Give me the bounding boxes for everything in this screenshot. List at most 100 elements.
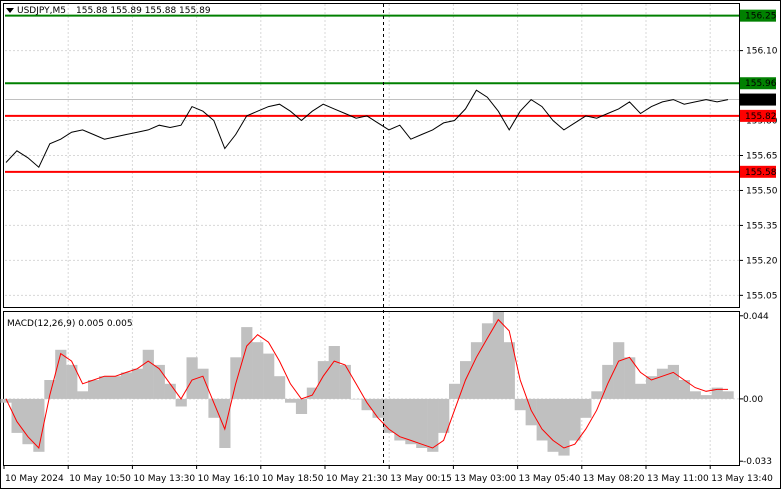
macd-histogram-bar (350, 398, 362, 400)
macd-histogram-bar (635, 383, 647, 399)
macd-histogram-bar (285, 398, 297, 403)
level-tag (740, 9, 776, 22)
macd-histogram-bar (361, 398, 373, 411)
macd-histogram-bar (711, 387, 723, 399)
macd-histogram-bar (492, 312, 504, 399)
macd-histogram-bar (230, 357, 242, 399)
macd-histogram-bar (591, 391, 603, 399)
level-tag (740, 109, 776, 122)
macd-histogram-bar (263, 353, 275, 399)
macd-histogram-bar (88, 380, 100, 399)
macd-histogram-bar (11, 398, 23, 433)
price-series-line (5, 89, 729, 169)
time-tick-label: 10 May 18:50 (262, 474, 324, 484)
price-grid (5, 4, 739, 307)
macd-y-axis: 0.044 0.00 -0.033 (739, 312, 772, 467)
time-axis: 10 May 2024 10 May 10:50 10 May 13:30 10 Ma… (3, 465, 773, 484)
macd-histogram-bar (339, 364, 351, 399)
time-tick-label: 10 May 13:30 (133, 474, 195, 484)
macd-histogram-bar (470, 342, 483, 399)
macd-histogram-bar (0, 398, 12, 403)
macd-histogram-bar (120, 372, 133, 399)
macd-histogram-bar (722, 391, 734, 399)
macd-histogram-bar (405, 398, 417, 445)
macd-histogram (0, 312, 734, 456)
macd-histogram-bar (306, 387, 318, 399)
price-tick-label: 155.65 (746, 152, 778, 162)
macd-histogram-bar (646, 376, 658, 399)
macd-histogram-bar (689, 391, 701, 399)
time-tick-label: 10 May 10:50 (69, 474, 131, 484)
macd-signal-line (5, 318, 728, 450)
macd-histogram-bar (558, 398, 570, 456)
macd-histogram-bar (164, 383, 176, 399)
macd-histogram-bar (503, 342, 515, 399)
macd-histogram-bar (394, 398, 406, 441)
macd-histogram-bar (109, 376, 122, 399)
macd-histogram-bar (186, 357, 198, 399)
macd-histogram-bar (624, 357, 636, 399)
macd-histogram-bar (678, 380, 690, 399)
macd-histogram-bar (208, 398, 220, 418)
time-tick-label: 13 May 13:40 (711, 474, 773, 484)
macd-histogram-bar (547, 398, 559, 452)
time-tick-label: 13 May 11:00 (647, 474, 709, 484)
macd-panel: 0.044 0.00 -0.033 MACD(12,26,9) 0.005 0.00… (0, 311, 772, 467)
macd-histogram-bar (274, 376, 286, 399)
macd-histogram-bar (33, 398, 45, 452)
price-tick-label: 156.10 (746, 47, 778, 57)
price-tick-label: 155.50 (746, 186, 778, 196)
macd-histogram-bar (77, 391, 89, 399)
price-tick-label: 155.35 (746, 221, 778, 231)
macd-histogram-bar (416, 398, 428, 448)
triangle-down-icon[interactable] (6, 8, 14, 13)
macd-histogram-bar (142, 349, 154, 399)
macd-histogram-bar (44, 380, 56, 399)
macd-label: MACD(12,26,9) 0.005 0.005 (7, 319, 133, 329)
macd-histogram-bar (514, 398, 526, 411)
level-tag-label: 156.25 (745, 12, 777, 22)
level-tags: 156.25 155.96 155.82 155.58 155.89 (740, 9, 777, 178)
macd-histogram-bar (219, 398, 231, 448)
macd-histogram-bar (525, 398, 537, 426)
macd-histogram-bar (55, 349, 67, 399)
macd-histogram-bar (175, 398, 187, 407)
macd-histogram-bar (99, 376, 111, 399)
macd-histogram-bar (613, 342, 625, 399)
macd-tick-label: 0.044 (743, 312, 769, 322)
level-tag (740, 165, 776, 178)
time-tick-label: 13 May 03:00 (454, 474, 516, 484)
macd-histogram-bar (656, 368, 669, 399)
time-tick-label: 13 May 00:15 (390, 474, 452, 484)
macd-histogram-bar (328, 346, 340, 399)
ohlc-label: 155.88 155.89 155.88 155.89 (76, 6, 211, 16)
macd-histogram-bar (580, 398, 592, 418)
level-tag-label: 155.58 (745, 168, 777, 178)
current-price-label: 155.89 (745, 96, 777, 106)
macd-tick-label: -0.033 (743, 457, 772, 467)
macd-histogram-bar (153, 364, 165, 399)
level-tag-label: 155.82 (745, 112, 777, 122)
macd-histogram-bar (317, 361, 329, 399)
macd-histogram-bar (569, 398, 581, 441)
price-levels (5, 14, 739, 173)
price-panel: 156.10155.80155.65155.50155.35155.20155.… (3, 3, 778, 308)
macd-histogram-bar (602, 364, 614, 399)
current-price-tag (740, 93, 776, 106)
macd-histogram-bar (667, 364, 679, 399)
macd-histogram-bar (449, 383, 461, 399)
symbol-label: USDJPY,M5 (17, 6, 66, 16)
macd-histogram-bar (481, 323, 494, 399)
level-tag-label: 155.96 (745, 79, 777, 89)
level-tag (740, 77, 776, 90)
time-tick-label: 13 May 08:20 (583, 474, 645, 484)
macd-histogram-bar (372, 398, 384, 418)
time-tick-label: 10 May 21:30 (326, 474, 388, 484)
macd-histogram-bar (438, 398, 450, 433)
price-tick-label: 155.20 (746, 256, 778, 266)
macd-histogram-bar (131, 368, 143, 399)
macd-histogram-bar (197, 368, 209, 399)
macd-histogram-bar (383, 398, 395, 433)
price-tick-label: 155.05 (746, 291, 778, 301)
